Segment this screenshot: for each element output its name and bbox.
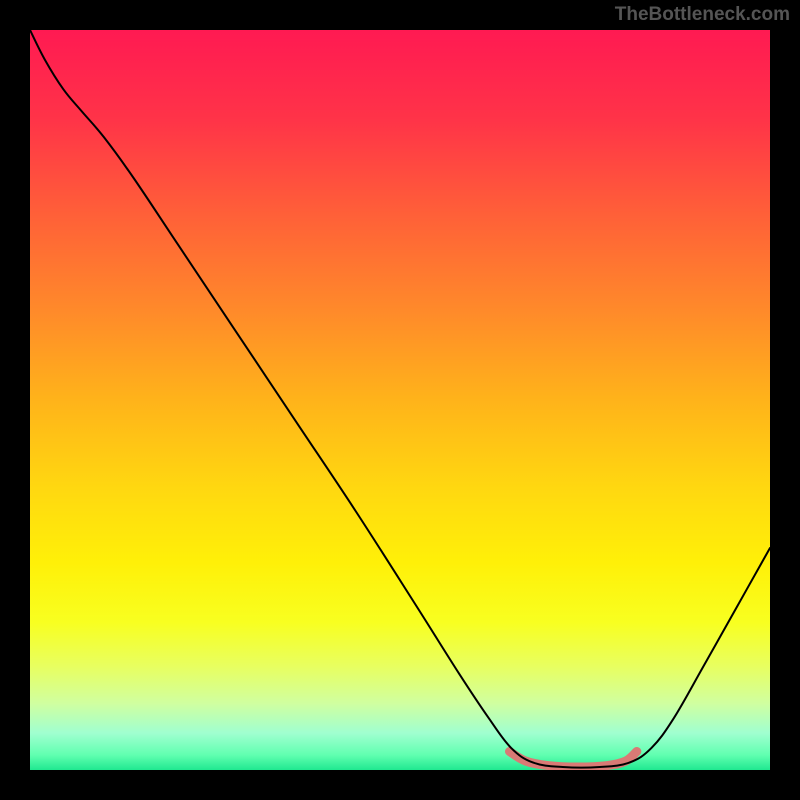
watermark-text: TheBottleneck.com [615,4,790,26]
bottleneck-chart [30,30,770,770]
main-curve [30,30,770,768]
curve-overlay [30,30,770,770]
